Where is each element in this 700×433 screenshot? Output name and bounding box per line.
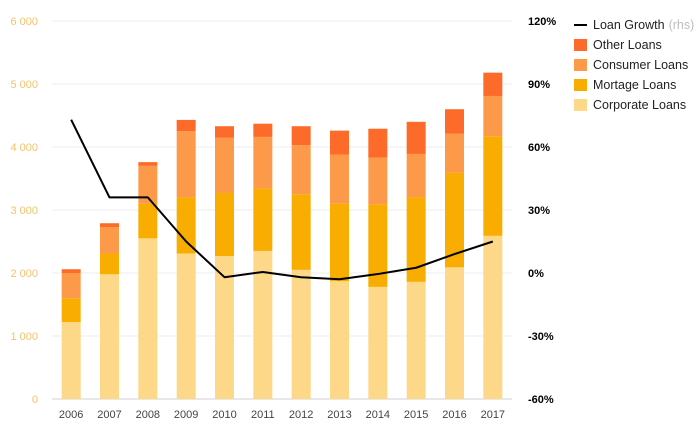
- bar-segment-corporate-loans: [253, 250, 273, 399]
- x-tick-label: 2013: [327, 409, 351, 421]
- y-right-tick-label: 90%: [528, 79, 550, 91]
- y-left-tick-label: 3 000: [10, 205, 38, 217]
- legend-label-loan-growth: Loan Growth (rhs): [593, 18, 694, 32]
- bar-segment-other-loans: [445, 109, 464, 134]
- x-tick-label: 2006: [59, 409, 83, 421]
- y-left-tick-label: 4 000: [10, 142, 38, 154]
- bar-segment-other-loans: [330, 130, 349, 155]
- legend-swatch-other-loans: [574, 39, 587, 51]
- bar-segment-mortage-loans: [483, 136, 503, 236]
- bar-segment-other-loans: [291, 126, 311, 146]
- y-left-tick-label: 1 000: [10, 331, 38, 343]
- bar-segment-corporate-loans: [445, 267, 464, 399]
- bar-segment-consumer-loans: [61, 273, 81, 299]
- bar-segment-other-loans: [253, 123, 273, 137]
- bar-segment-consumer-loans: [368, 157, 388, 205]
- bar-segment-consumer-loans: [100, 227, 119, 254]
- bar-segment-other-loans: [100, 223, 119, 228]
- bar-stacks: [61, 72, 503, 399]
- bar-segment-corporate-loans: [406, 281, 426, 399]
- y-left-tick-label: 5 000: [10, 79, 38, 91]
- bar-segment-mortage-loans: [176, 197, 196, 254]
- x-tick-label: 2011: [251, 409, 275, 421]
- bar-segment-other-loans: [138, 162, 158, 166]
- bar-segment-corporate-loans: [176, 253, 196, 399]
- x-tick-label: 2008: [136, 409, 160, 421]
- bar-segment-corporate-loans: [61, 322, 81, 399]
- y-right-tick-label: 60%: [528, 142, 550, 154]
- legend-label-corporate-loans: Corporate Loans: [593, 98, 686, 112]
- bar-segment-mortage-loans: [138, 203, 158, 239]
- bar-segment-corporate-loans: [215, 255, 234, 399]
- bar-segment-consumer-loans: [291, 145, 311, 195]
- bar-segment-other-loans: [215, 126, 234, 138]
- bar-segment-mortage-loans: [291, 194, 311, 270]
- bar-segment-mortage-loans: [100, 253, 119, 275]
- y-left-tick-label: 0: [32, 394, 38, 406]
- legend-swatch-corporate-loans: [574, 99, 587, 111]
- legend-label-other-loans: Other Loans: [593, 38, 662, 52]
- legend-label-loan-growth-suffix: (rhs): [669, 18, 695, 32]
- y-right-tick-label: -60%: [528, 394, 554, 406]
- bar-segment-consumer-loans: [138, 165, 158, 204]
- legend-label-loan-growth-name: Loan Growth: [593, 18, 665, 32]
- x-tick-label: 2007: [97, 409, 121, 421]
- bar-segment-consumer-loans: [483, 95, 503, 137]
- bar-segment-other-loans: [406, 121, 426, 154]
- bar-segment-other-loans: [483, 72, 503, 96]
- bar-segment-corporate-loans: [330, 281, 349, 399]
- legend-swatch-mortage-loans: [574, 79, 587, 91]
- bar-segment-corporate-loans: [100, 274, 119, 399]
- y-left-tick-label: 6 000: [10, 16, 38, 28]
- bar-segment-corporate-loans: [483, 235, 503, 399]
- gridlines: [52, 20, 512, 400]
- x-tick-label: 2010: [212, 409, 236, 421]
- x-tick-label: 2017: [481, 409, 505, 421]
- x-tick-label: 2009: [174, 409, 198, 421]
- bar-segment-mortage-loans: [406, 197, 426, 282]
- bar-segment-corporate-loans: [368, 286, 388, 399]
- bar-segment-consumer-loans: [176, 131, 196, 198]
- bar-segment-other-loans: [61, 269, 81, 273]
- loan-growth-line: [70, 119, 494, 281]
- bar-segment-mortage-loans: [368, 204, 388, 287]
- bar-segment-consumer-loans: [330, 154, 349, 204]
- x-tick-label: 2016: [442, 409, 466, 421]
- bar-segment-other-loans: [368, 128, 388, 158]
- bar-segment-consumer-loans: [406, 153, 426, 198]
- bar-segment-corporate-loans: [291, 269, 311, 399]
- bar-segment-mortage-loans: [445, 172, 464, 268]
- axes: 0 1 000 2 000 3 000 4 000 5 000 6 000 -60% -30% 0…: [10, 16, 556, 421]
- x-tick-label: 2014: [366, 409, 390, 421]
- legend-label-mortage-loans: Mortage Loans: [593, 78, 676, 92]
- x-tick-label: 2012: [289, 409, 313, 421]
- y-left-tick-label: 2 000: [10, 268, 38, 280]
- legend-swatch-consumer-loans: [574, 59, 587, 71]
- loan-growth-line-layer: [70, 119, 494, 281]
- bar-segment-mortage-loans: [330, 203, 349, 282]
- bar-segment-mortage-loans: [253, 188, 273, 251]
- bar-segment-other-loans: [176, 119, 196, 132]
- bar-segment-mortage-loans: [61, 298, 81, 323]
- x-tick-label: 2015: [404, 409, 428, 421]
- bar-segment-consumer-loans: [445, 133, 464, 173]
- legend-label-consumer-loans: Consumer Loans: [593, 58, 688, 72]
- legend: Loan Growth (rhs) Other Loans Consumer Loan…: [574, 18, 694, 112]
- y-right-tick-label: 0%: [528, 268, 544, 280]
- y-right-tick-label: 120%: [528, 16, 556, 28]
- bar-segment-corporate-loans: [138, 238, 158, 399]
- bar-segment-consumer-loans: [253, 136, 273, 189]
- y-right-tick-label: 30%: [528, 205, 550, 217]
- y-right-tick-label: -30%: [528, 331, 554, 343]
- bar-segment-mortage-loans: [215, 192, 234, 256]
- bar-segment-consumer-loans: [215, 137, 234, 193]
